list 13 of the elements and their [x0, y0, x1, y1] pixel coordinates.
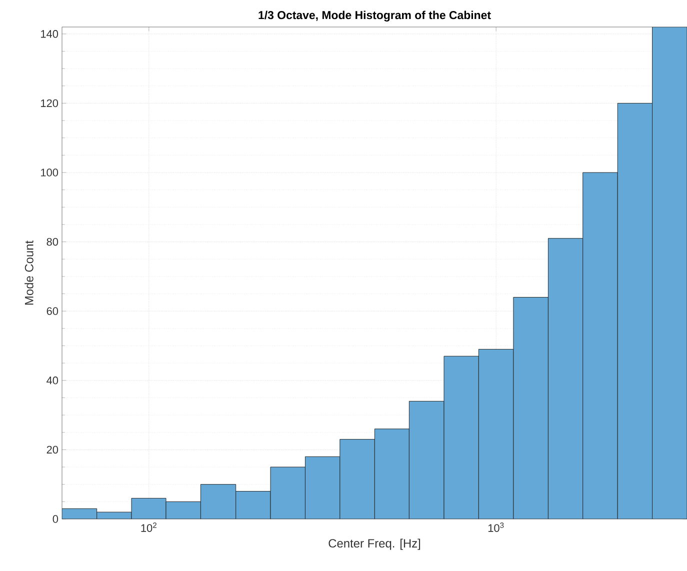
y-axis-title: Mode Count — [24, 240, 34, 305]
y-tick-label: 80 — [46, 238, 58, 246]
x-tick-label: 10$^{3}$ — [488, 522, 504, 532]
y-tick-label: 140 — [41, 30, 58, 38]
y-tick-label: 100 — [41, 168, 58, 176]
y-tick-label: 20 — [46, 446, 58, 454]
y-tick-label: 0 — [52, 515, 58, 523]
y-tick-label: 40 — [46, 376, 58, 384]
chart-title: 1/3 Octave, Mode Histogram of the Cabinet — [258, 10, 491, 22]
y-tick-label: 60 — [46, 307, 58, 315]
x-axis-title: Center Freq. [Hz] — [328, 538, 420, 550]
y-tick-label: 120 — [41, 99, 58, 108]
x-tick-label: 10$^{2}$ — [141, 522, 156, 532]
